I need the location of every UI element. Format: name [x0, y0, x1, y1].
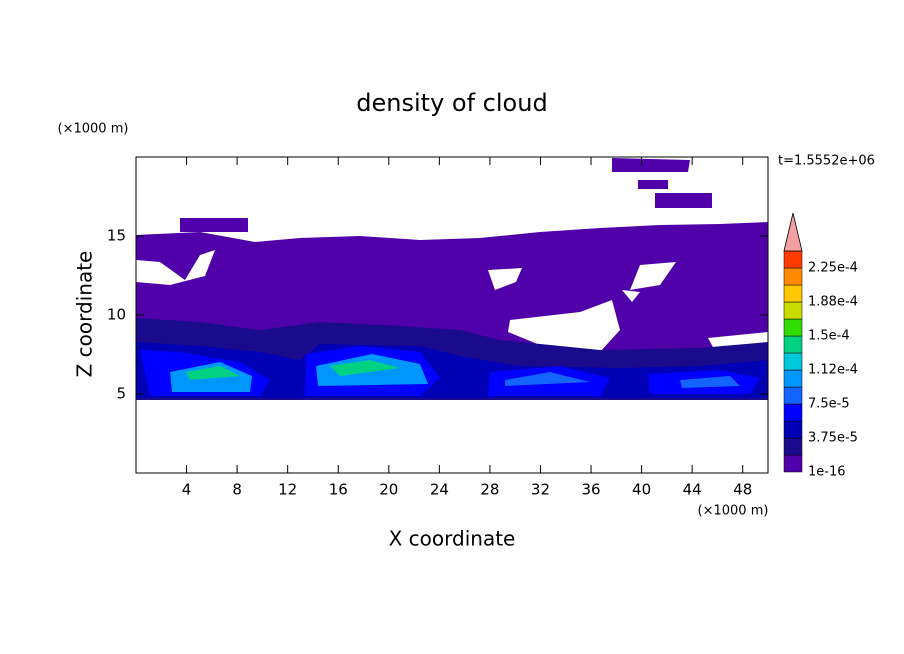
colorbar-band [783, 267, 803, 286]
colorbar-band [783, 369, 803, 388]
x-tick-label: 48 [733, 481, 752, 499]
colorbar-label: 3.75e-5 [808, 431, 858, 446]
colorbar-band [783, 420, 803, 439]
x-tick-label: 28 [480, 481, 499, 499]
y-tick-label: 10 [107, 306, 126, 324]
colorbar-label: 7.5e-5 [808, 397, 850, 412]
x-tick-label: 32 [531, 481, 550, 499]
colorbar-band [783, 335, 803, 354]
colorbar-band [783, 301, 803, 320]
y-tick-label: 15 [107, 227, 126, 245]
x-unit: (×1000 m) [698, 504, 769, 519]
y-unit: (×1000 m) [58, 122, 129, 137]
x-tick-label: 4 [182, 481, 192, 499]
colorbar-band [783, 352, 803, 371]
colorbar-band [783, 437, 803, 456]
colorbar-band [783, 403, 803, 422]
x-tick-label: 8 [232, 481, 242, 499]
colorbar-label: 1e-16 [808, 465, 846, 480]
colorbar-extend [783, 212, 803, 252]
y-axis-label: Z coordinate [73, 251, 97, 378]
x-tick-label: 40 [632, 481, 651, 499]
colorbar-label: 2.25e-4 [808, 261, 858, 276]
colorbar-label: 1.88e-4 [808, 295, 858, 310]
x-tick-label: 12 [278, 481, 297, 499]
colorbar-band [783, 454, 803, 473]
x-tick-label: 16 [329, 481, 348, 499]
colorbar-label: 1.5e-4 [808, 329, 850, 344]
x-tick-label: 36 [581, 481, 600, 499]
chart-title: density of cloud [356, 89, 547, 117]
x-tick-label: 24 [430, 481, 449, 499]
contour-field [136, 158, 768, 473]
colorbar-band [783, 250, 803, 269]
colorbar-band [783, 318, 803, 337]
y-tick-label: 5 [116, 385, 126, 403]
colorbar-band [783, 386, 803, 405]
colorbar-band [783, 284, 803, 303]
colorbar-label: 1.12e-4 [808, 363, 858, 378]
x-tick-label: 20 [379, 481, 398, 499]
time-annotation: t=1.5552e+06 [778, 154, 875, 169]
x-tick-label: 44 [683, 481, 702, 499]
x-axis-label: X coordinate [389, 527, 516, 551]
